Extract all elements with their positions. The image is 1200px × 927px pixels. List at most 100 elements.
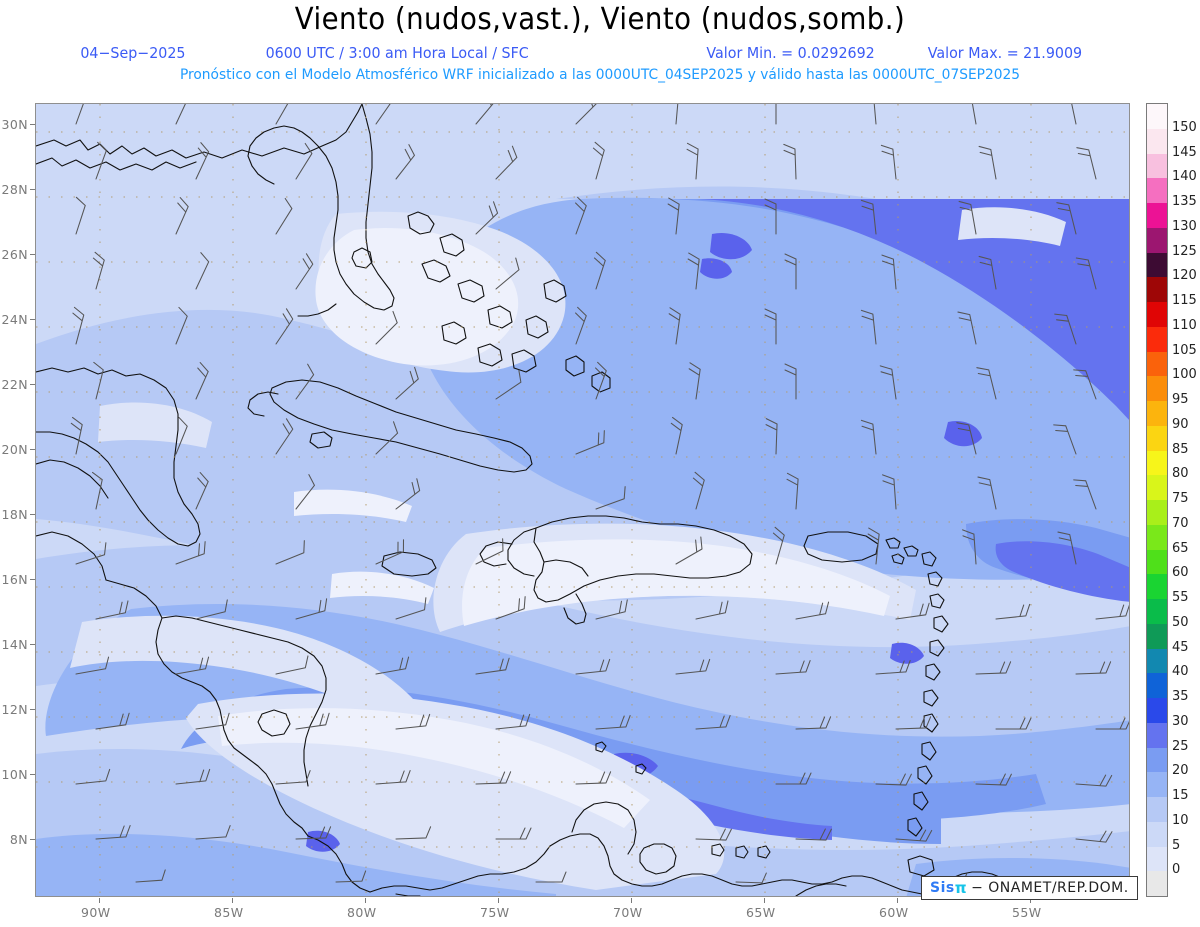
colorbar-tick-45: 45 xyxy=(1172,639,1189,655)
colorbar-band xyxy=(1147,153,1167,179)
page-title: Viento (nudos,vast.), Viento (nudos,somb… xyxy=(294,2,906,37)
colorbar-band xyxy=(1147,524,1167,550)
colorbar-band xyxy=(1147,797,1167,822)
colorbar-labels: 0 5 10 15 20 25 30 35 40 45 50 55 60 65 70 75 80 85 90 95 10… xyxy=(1172,103,1200,897)
y-axis-label-16n: 16N xyxy=(1,572,28,587)
colorbar-tick-105: 105 xyxy=(1172,342,1197,358)
colorbar-band xyxy=(1147,277,1167,302)
y-axis-label-10n: 10N xyxy=(1,767,28,782)
x-tick xyxy=(365,898,366,903)
header: Viento (nudos,vast.), Viento (nudos,somb… xyxy=(0,0,1200,95)
colorbar-band xyxy=(1147,425,1167,451)
header-subline: 04−Sep−2025 0600 UTC / 3:00 am Hora Loca… xyxy=(30,44,1170,64)
colorbar-tick-95: 95 xyxy=(1172,392,1189,407)
colorbar-band xyxy=(1147,326,1167,352)
y-axis-label-12n: 12N xyxy=(1,702,28,717)
y-tick xyxy=(30,774,35,775)
x-tick xyxy=(99,898,100,903)
colorbar-band xyxy=(1147,574,1167,599)
x-tick xyxy=(631,898,632,903)
y-tick xyxy=(30,514,35,515)
coastlines xyxy=(36,104,1129,896)
y-axis-label-20n: 20N xyxy=(1,442,28,457)
x-axis-label-75w: 75W xyxy=(480,905,510,920)
colorbar-band xyxy=(1147,549,1167,575)
x-axis-label-60w: 60W xyxy=(879,905,909,920)
colorbar-tick-125: 125 xyxy=(1172,243,1197,259)
colorbar-band xyxy=(1147,450,1167,476)
y-tick xyxy=(30,124,35,125)
colorbar-band xyxy=(1147,599,1167,624)
colorbar-band xyxy=(1147,104,1167,129)
colorbar-tick-145: 145 xyxy=(1172,144,1197,160)
colorbar-tick-0: 0 xyxy=(1172,862,1181,878)
colorbar-band xyxy=(1147,227,1167,253)
colorbar xyxy=(1146,103,1168,897)
colorbar-tick-15: 15 xyxy=(1172,788,1189,803)
colorbar-tick-55: 55 xyxy=(1172,590,1189,605)
y-tick xyxy=(30,579,35,580)
y-tick xyxy=(30,449,35,450)
map-canvas xyxy=(36,104,1129,896)
model-note: Pronóstico con el Modelo Atmosférico WRF… xyxy=(179,67,1021,83)
y-axis-label-22n: 22N xyxy=(1,377,28,392)
x-axis-label-65w: 65W xyxy=(746,905,776,920)
x-tick xyxy=(897,898,898,903)
colorbar-band xyxy=(1147,475,1167,500)
wind-barbs xyxy=(70,104,1129,885)
y-axis-label-8n: 8N xyxy=(9,832,28,847)
colorbar-tick-100: 100 xyxy=(1172,367,1197,383)
y-axis-label-14n: 14N xyxy=(1,637,28,652)
colorbar-band xyxy=(1147,128,1167,154)
colorbar-tick-140: 140 xyxy=(1172,169,1197,185)
colorbar-tick-75: 75 xyxy=(1172,491,1189,506)
y-tick xyxy=(30,644,35,645)
value-max: Valor Max. = 21.9009 xyxy=(927,44,1083,62)
colorbar-tick-115: 115 xyxy=(1172,293,1197,308)
forecast-date: 04−Sep−2025 xyxy=(80,44,186,62)
colorbar-band xyxy=(1147,673,1167,698)
colorbar-band xyxy=(1147,648,1167,674)
colorbar-tick-10: 10 xyxy=(1172,812,1189,828)
x-axis-label-55w: 55W xyxy=(1012,905,1042,920)
grid-lines xyxy=(36,131,1129,848)
shade-band-deep xyxy=(306,232,982,852)
colorbar-tick-30: 30 xyxy=(1172,713,1189,729)
brand-name: Sis xyxy=(930,880,955,896)
colorbar-tick-120: 120 xyxy=(1172,268,1197,284)
y-axis-label-30n: 30N xyxy=(1,117,28,132)
colorbar-band xyxy=(1147,178,1167,203)
x-axis-label-80w: 80W xyxy=(347,905,377,920)
colorbar-tick-130: 130 xyxy=(1172,218,1197,234)
pi-icon: π xyxy=(954,879,968,897)
colorbar-band xyxy=(1147,871,1167,896)
colorbar-tick-80: 80 xyxy=(1172,466,1189,482)
y-axis-label-26n: 26N xyxy=(1,247,28,262)
forecast-time: 0600 UTC / 3:00 am Hora Local / SFC xyxy=(265,44,529,62)
x-tick xyxy=(1030,898,1031,903)
y-tick xyxy=(30,319,35,320)
colorbar-tick-50: 50 xyxy=(1172,614,1189,630)
colorbar-tick-35: 35 xyxy=(1172,689,1189,704)
x-axis-label-90w: 90W xyxy=(81,905,111,920)
y-axis-label-28n: 28N xyxy=(1,182,28,197)
colorbar-tick-90: 90 xyxy=(1172,416,1189,432)
colorbar-band xyxy=(1147,698,1167,723)
weather-map-plot[interactable] xyxy=(35,103,1130,897)
y-tick xyxy=(30,839,35,840)
x-tick xyxy=(764,898,765,903)
colorbar-tick-85: 85 xyxy=(1172,441,1189,457)
colorbar-tick-135: 135 xyxy=(1172,194,1197,209)
attribution-badge: Sis π − ONAMET/REP.DOM. xyxy=(921,876,1138,900)
colorbar-band xyxy=(1147,252,1167,278)
organization-label: − ONAMET/REP.DOM. xyxy=(971,880,1129,896)
colorbar-tick-40: 40 xyxy=(1172,664,1189,680)
x-axis-label-70w: 70W xyxy=(613,905,643,920)
colorbar-band xyxy=(1147,722,1167,748)
colorbar-band xyxy=(1147,302,1167,327)
colorbar-band xyxy=(1147,747,1167,773)
colorbar-band xyxy=(1147,376,1167,401)
y-axis-label-18n: 18N xyxy=(1,507,28,522)
colorbar-band xyxy=(1147,203,1167,228)
y-tick xyxy=(30,384,35,385)
